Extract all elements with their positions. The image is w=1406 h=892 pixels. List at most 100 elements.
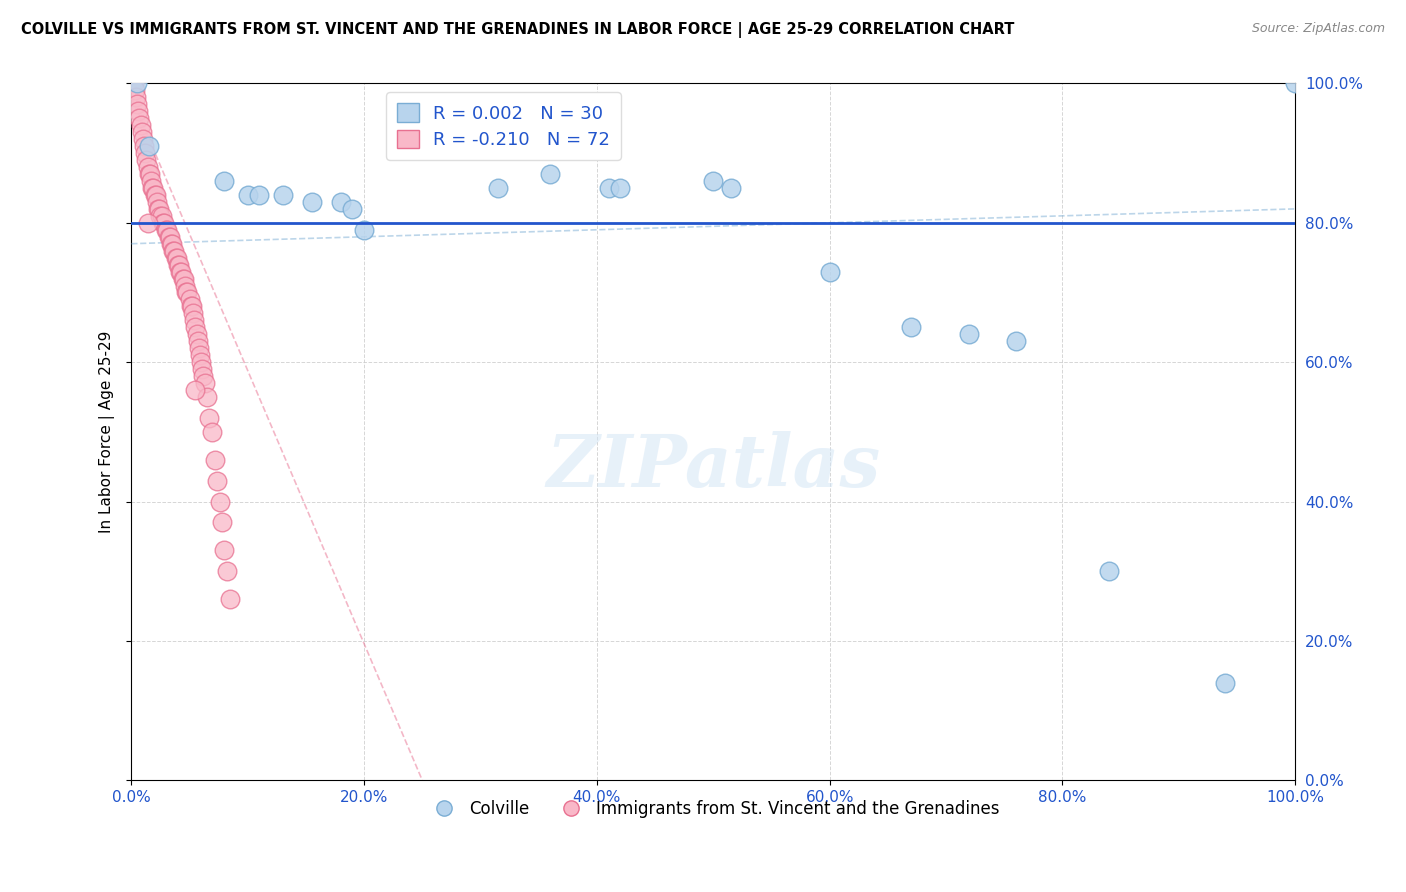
Point bbox=[301, 194, 323, 209]
Point bbox=[127, 104, 149, 119]
Point bbox=[149, 209, 172, 223]
Point bbox=[141, 181, 163, 195]
Point bbox=[598, 181, 620, 195]
Point bbox=[163, 244, 186, 258]
Point bbox=[957, 327, 980, 342]
Point bbox=[131, 125, 153, 139]
Text: ZIPatlas: ZIPatlas bbox=[546, 431, 880, 502]
Point bbox=[128, 112, 150, 126]
Point bbox=[172, 271, 194, 285]
Point bbox=[818, 264, 841, 278]
Point bbox=[127, 97, 149, 112]
Point bbox=[1213, 675, 1236, 690]
Point bbox=[139, 174, 162, 188]
Point bbox=[135, 153, 157, 167]
Point bbox=[162, 244, 184, 258]
Point bbox=[720, 181, 742, 195]
Point bbox=[219, 592, 242, 607]
Point bbox=[136, 160, 159, 174]
Point bbox=[236, 188, 259, 202]
Point bbox=[353, 223, 375, 237]
Point bbox=[1005, 334, 1028, 349]
Point bbox=[142, 181, 165, 195]
Point bbox=[167, 258, 190, 272]
Point bbox=[153, 216, 176, 230]
Point bbox=[174, 285, 197, 300]
Point bbox=[486, 181, 509, 195]
Point bbox=[204, 452, 226, 467]
Point bbox=[127, 77, 149, 91]
Point bbox=[184, 320, 207, 334]
Point bbox=[143, 188, 166, 202]
Point bbox=[152, 216, 174, 230]
Point bbox=[156, 223, 179, 237]
Text: COLVILLE VS IMMIGRANTS FROM ST. VINCENT AND THE GRENADINES IN LABOR FORCE | AGE : COLVILLE VS IMMIGRANTS FROM ST. VINCENT … bbox=[21, 22, 1015, 38]
Point bbox=[180, 300, 202, 314]
Point bbox=[1284, 77, 1306, 91]
Legend: Colville, Immigrants from St. Vincent and the Grenadines: Colville, Immigrants from St. Vincent an… bbox=[420, 793, 1005, 824]
Point bbox=[125, 90, 148, 104]
Point bbox=[193, 369, 215, 384]
Point bbox=[145, 188, 167, 202]
Point bbox=[702, 174, 724, 188]
Point bbox=[211, 516, 233, 530]
Point bbox=[150, 209, 173, 223]
Point bbox=[169, 264, 191, 278]
Point bbox=[184, 383, 207, 397]
Point bbox=[148, 202, 170, 216]
Point bbox=[194, 376, 217, 390]
Point bbox=[180, 300, 202, 314]
Point bbox=[138, 139, 160, 153]
Point bbox=[342, 202, 364, 216]
Point bbox=[187, 334, 209, 349]
Point bbox=[166, 251, 188, 265]
Point bbox=[1098, 564, 1121, 578]
Point bbox=[160, 236, 183, 251]
Point bbox=[215, 564, 238, 578]
Point bbox=[195, 390, 218, 404]
Point bbox=[609, 181, 631, 195]
Point bbox=[139, 167, 162, 181]
Text: Source: ZipAtlas.com: Source: ZipAtlas.com bbox=[1251, 22, 1385, 36]
Point bbox=[134, 139, 156, 153]
Point bbox=[159, 229, 181, 244]
Point bbox=[146, 202, 169, 216]
Point bbox=[247, 188, 270, 202]
Point bbox=[136, 216, 159, 230]
Point bbox=[134, 146, 156, 161]
Point bbox=[207, 474, 229, 488]
Point bbox=[173, 278, 195, 293]
Point bbox=[190, 355, 212, 369]
Point bbox=[176, 285, 198, 300]
Point bbox=[186, 327, 208, 342]
Point bbox=[214, 543, 236, 558]
Point bbox=[129, 118, 152, 132]
Point bbox=[191, 362, 214, 376]
Point bbox=[157, 229, 180, 244]
Point bbox=[900, 320, 922, 334]
Point bbox=[146, 194, 169, 209]
Point bbox=[170, 264, 193, 278]
Point bbox=[181, 306, 204, 320]
Point bbox=[208, 494, 231, 508]
Point bbox=[179, 293, 201, 307]
Point bbox=[160, 236, 183, 251]
Point bbox=[122, 77, 145, 91]
Y-axis label: In Labor Force | Age 25-29: In Labor Force | Age 25-29 bbox=[100, 331, 115, 533]
Point bbox=[167, 258, 190, 272]
Point bbox=[165, 251, 187, 265]
Point bbox=[271, 188, 294, 202]
Point bbox=[188, 348, 211, 362]
Point bbox=[173, 271, 195, 285]
Point bbox=[198, 411, 221, 425]
Point bbox=[124, 83, 146, 97]
Point bbox=[138, 167, 160, 181]
Point bbox=[187, 341, 209, 355]
Point bbox=[132, 132, 155, 146]
Point bbox=[155, 223, 177, 237]
Point bbox=[329, 194, 352, 209]
Point bbox=[183, 313, 205, 327]
Point bbox=[214, 174, 236, 188]
Point bbox=[538, 167, 561, 181]
Point bbox=[201, 425, 224, 439]
